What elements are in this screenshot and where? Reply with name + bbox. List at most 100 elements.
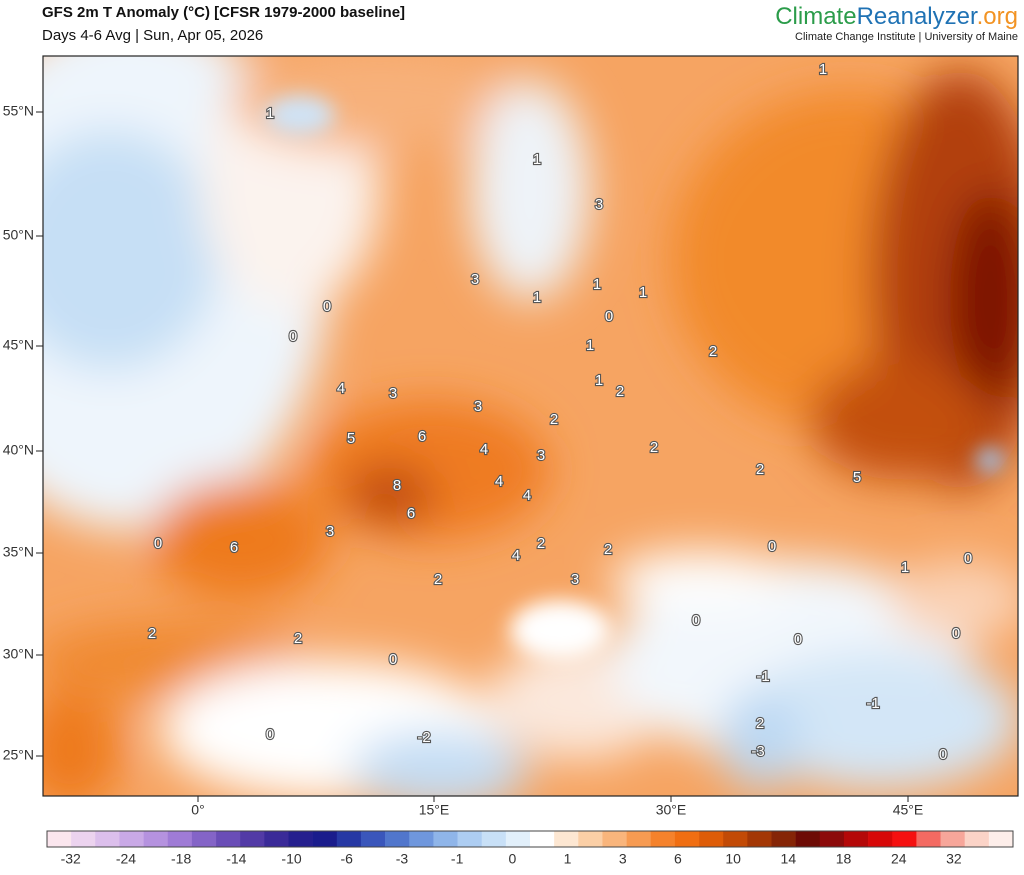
colorbar-swatch [578, 831, 603, 847]
colorbar-label: -6 [341, 851, 354, 867]
colorbar-swatch [723, 831, 748, 847]
colorbar-label: 24 [891, 851, 907, 867]
colorbar-label: 10 [725, 851, 741, 867]
colorbar-swatch [964, 831, 990, 847]
contour-label: 2 [616, 383, 624, 400]
colorbar-swatch [71, 831, 96, 847]
colorbar-swatch [650, 831, 676, 847]
contour-label: 1 [639, 284, 647, 301]
colorbar-label: -3 [396, 851, 409, 867]
colorbar-swatch [191, 831, 217, 847]
contour-label: 1 [901, 559, 909, 576]
contour-label: 0 [389, 651, 397, 668]
contour-label: 0 [794, 631, 802, 648]
colorbar-swatch [409, 831, 434, 847]
contour-label: -1 [866, 695, 879, 712]
contour-label: 6 [407, 505, 415, 522]
colorbar-label: 0 [508, 851, 516, 867]
colorbar-label: -18 [171, 851, 191, 867]
colorbar-swatch [554, 831, 579, 847]
colorbar-swatch [216, 831, 241, 847]
colorbar-swatch [167, 831, 193, 847]
lon-axis: 0° 15°E 30°E 45°E [191, 796, 923, 818]
colorbar-label: -10 [281, 851, 301, 867]
colorbar-swatch [481, 831, 507, 847]
colorbar-swatch [143, 831, 169, 847]
contour-label: 6 [230, 539, 238, 556]
colorbar-frame [46, 830, 1014, 848]
lat-label: 35°N [3, 544, 34, 560]
contour-label: 0 [952, 625, 960, 642]
contour-label: 1 [533, 151, 541, 168]
colorbar-swatch [360, 831, 386, 847]
contour-label: 2 [709, 343, 717, 360]
contour-label: 3 [326, 523, 334, 540]
colorbar-label: -14 [226, 851, 246, 867]
contour-label: 2 [294, 630, 302, 647]
contour-label: 4 [480, 441, 488, 458]
contour-label: 4 [495, 473, 503, 490]
colorbar-label: 32 [946, 851, 962, 867]
contour-label: -3 [751, 743, 764, 760]
lat-label: 40°N [3, 442, 34, 458]
colorbar-swatch [988, 831, 1014, 847]
contour-label: 4 [337, 380, 345, 397]
colorbar-swatch [385, 831, 410, 847]
lat-label: 30°N [3, 646, 34, 662]
contour-label: -1 [756, 668, 769, 685]
colorbar-swatch [771, 831, 796, 847]
colorbar-label: 6 [674, 851, 682, 867]
colorbar-label: 18 [836, 851, 852, 867]
map-frame [42, 55, 1019, 797]
contour-label: 6 [418, 428, 426, 445]
colorbar-swatch [457, 831, 482, 847]
colorbar-swatch [699, 831, 724, 847]
subtitle: Days 4-6 Avg | Sun, Apr 05, 2026 [42, 27, 263, 44]
lat-label: 45°N [3, 337, 34, 353]
contour-label: 2 [650, 439, 658, 456]
contour-label: 1 [595, 372, 603, 389]
contour-label: 2 [550, 411, 558, 428]
lon-label: 15°E [419, 802, 450, 818]
lat-label: 25°N [3, 747, 34, 763]
brand-part: Reanalyzer [857, 3, 978, 30]
lon-label: 30°E [656, 802, 687, 818]
contour-label: -2 [417, 729, 430, 746]
colorbar-swatch [530, 831, 555, 847]
contour-label: 2 [756, 461, 764, 478]
colorbar-swatch [626, 831, 652, 847]
contour-label: 0 [605, 308, 613, 325]
colorbar-swatch [674, 831, 700, 847]
colorbar-label: 14 [781, 851, 797, 867]
contour-label: 0 [154, 535, 162, 552]
contour-label: 0 [289, 328, 297, 345]
contour-label: 4 [523, 487, 531, 504]
lat-axis: 55°N 50°N 45°N 40°N 35°N 30°N 25°N [3, 103, 43, 763]
colorbar-swatch [868, 831, 893, 847]
colorbar-swatch [336, 831, 362, 847]
lat-label: 55°N [3, 103, 34, 119]
contour-label: 2 [434, 571, 442, 588]
contour-label: 3 [571, 571, 579, 588]
contour-label: 2 [756, 715, 764, 732]
contour-label: 0 [964, 550, 972, 567]
colorbar-swatch [795, 831, 821, 847]
contour-label: 0 [692, 612, 700, 629]
brand-part: .org [977, 3, 1018, 30]
lat-label: 50°N [3, 227, 34, 243]
colorbar-label: -32 [61, 851, 81, 867]
colorbar: -32 -24 -18 -14 -10 -6 -3 -1 0 1 3 6 10 14 18 24 32 [46, 830, 1014, 867]
contour-label: 5 [347, 430, 355, 447]
map-field [43, 56, 1018, 796]
colorbar-swatch [240, 831, 265, 847]
colorbar-swatch [95, 831, 120, 847]
colorbar-swatch [916, 831, 941, 847]
contour-label: 3 [537, 447, 545, 464]
contour-label: 1 [533, 289, 541, 306]
contour-label: 0 [939, 746, 947, 763]
colorbar-swatch [47, 831, 72, 847]
contour-label: 3 [474, 398, 482, 415]
colorbar-label: -24 [116, 851, 136, 867]
